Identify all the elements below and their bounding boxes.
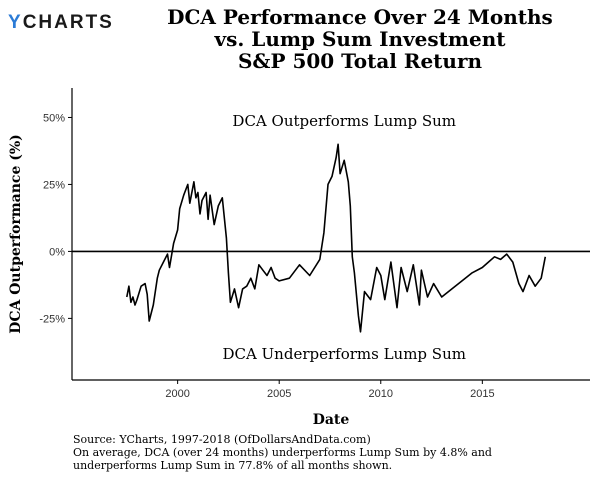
title-line-2: vs. Lump Sum Investment — [214, 27, 506, 51]
summary-note-2: underperforms Lump Sum in 77.8% of all m… — [73, 459, 393, 472]
chart-title: DCA Performance Over 24 Months vs. Lump … — [130, 6, 590, 72]
series-line-dca-outperformance — [126, 143, 547, 333]
x-tick-label: 2010 — [369, 388, 393, 400]
x-axis-label: Date — [313, 412, 350, 428]
title-line-1: DCA Performance Over 24 Months — [167, 5, 553, 29]
summary-note-1: On average, DCA (over 24 months) underpe… — [73, 446, 492, 459]
annotation-outperforms: DCA Outperforms Lump Sum — [232, 112, 456, 130]
footnotes: Source: YCharts, 1997-2018 (OfDollarsAnd… — [73, 433, 492, 472]
logo-mark: Y — [8, 12, 23, 33]
y-tick-label: -25% — [39, 313, 65, 325]
x-tick-label: 2015 — [470, 388, 494, 400]
source-note: Source: YCharts, 1997-2018 (OfDollarsAnd… — [73, 433, 371, 446]
y-tick-label: 50% — [43, 112, 65, 124]
logo-text: CHARTS — [22, 12, 114, 33]
y-tick-label: 25% — [43, 179, 65, 191]
y-axis-label: DCA Outperformance (%) — [8, 134, 24, 334]
x-tick-label: 2000 — [165, 388, 189, 400]
y-tick-label: 0% — [49, 246, 65, 258]
x-tick-label: 2005 — [267, 388, 291, 400]
ycharts-logo: YCHARTS — [8, 12, 114, 34]
annotation-underperforms: DCA Underperforms Lump Sum — [222, 345, 466, 363]
title-line-3: S&P 500 Total Return — [237, 49, 483, 73]
